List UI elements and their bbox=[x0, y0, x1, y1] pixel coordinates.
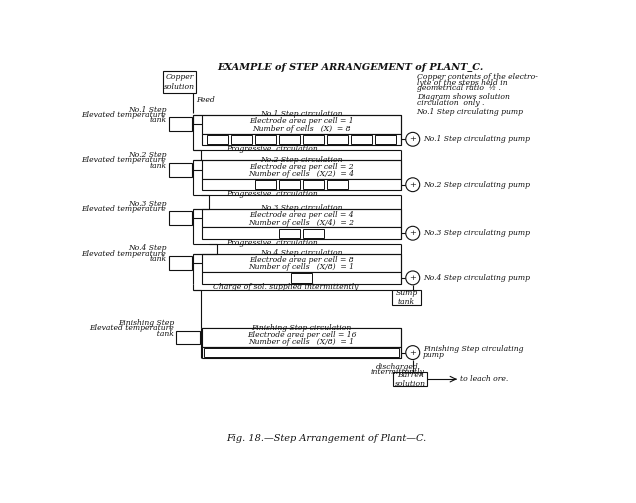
Text: Number of cells   (X/4)  = 2: Number of cells (X/4) = 2 bbox=[249, 219, 354, 227]
Bar bbox=[169, 163, 192, 177]
Text: No.3 Step circulation: No.3 Step circulation bbox=[260, 204, 343, 212]
Text: Number of cells   (X/8)  = 1: Number of cells (X/8) = 1 bbox=[249, 338, 354, 346]
Text: tank: tank bbox=[149, 162, 166, 170]
Text: No.2 Step circulation: No.2 Step circulation bbox=[260, 156, 343, 163]
Text: +: + bbox=[410, 135, 416, 143]
Text: Barren
solution: Barren solution bbox=[395, 371, 426, 388]
Bar bbox=[303, 228, 324, 238]
Bar bbox=[202, 347, 401, 358]
Text: Number of cells   (X)  = 8: Number of cells (X) = 8 bbox=[252, 125, 351, 133]
Text: Elevated temperature: Elevated temperature bbox=[81, 111, 166, 119]
Text: Number of cells   (X/2)  = 4: Number of cells (X/2) = 4 bbox=[249, 171, 354, 179]
Text: No.4 Step circulating pump: No.4 Step circulating pump bbox=[423, 274, 530, 282]
Text: Feed: Feed bbox=[197, 97, 215, 105]
Text: Finishing Step: Finishing Step bbox=[118, 319, 174, 327]
Bar bbox=[254, 135, 277, 144]
Text: No.4 Step: No.4 Step bbox=[128, 244, 166, 252]
Text: Progressive  circulation: Progressive circulation bbox=[226, 145, 317, 153]
Text: Electrode area per cell = 1: Electrode area per cell = 1 bbox=[249, 118, 354, 125]
Text: EXAMPLE of STEP ARRANGEMENT of PLANT_C.: EXAMPLE of STEP ARRANGEMENT of PLANT_C. bbox=[218, 63, 484, 72]
Text: +: + bbox=[410, 181, 416, 189]
Bar bbox=[169, 211, 192, 225]
Bar bbox=[202, 272, 401, 284]
Bar bbox=[202, 133, 401, 145]
Bar bbox=[327, 135, 349, 144]
Bar bbox=[279, 228, 300, 238]
Text: to leach ore.: to leach ore. bbox=[460, 375, 508, 383]
Text: Sump
tank: Sump tank bbox=[396, 289, 418, 306]
Text: Copper
solution: Copper solution bbox=[164, 73, 195, 91]
Bar bbox=[202, 254, 401, 272]
Bar bbox=[202, 209, 401, 227]
Text: tank: tank bbox=[152, 329, 174, 338]
Bar bbox=[202, 227, 401, 239]
Bar bbox=[327, 180, 349, 189]
Text: tank: tank bbox=[149, 116, 166, 124]
Bar bbox=[169, 117, 192, 131]
Text: No.1 Step circulation: No.1 Step circulation bbox=[260, 110, 343, 118]
Text: Diagram shows solution: Diagram shows solution bbox=[417, 94, 509, 101]
Text: No.4 Step circulation: No.4 Step circulation bbox=[260, 249, 343, 257]
Text: No.2 Step: No.2 Step bbox=[128, 151, 166, 159]
Text: intermittently: intermittently bbox=[370, 368, 424, 376]
Bar bbox=[207, 135, 228, 144]
Text: Finishing Step circulation: Finishing Step circulation bbox=[251, 323, 352, 331]
Text: Electrode area per cell = 16: Electrode area per cell = 16 bbox=[247, 331, 356, 339]
Text: circulation  only .: circulation only . bbox=[417, 99, 484, 107]
Text: Electrode area per cell = 2: Electrode area per cell = 2 bbox=[249, 163, 354, 171]
Text: Finishing Step circulating: Finishing Step circulating bbox=[423, 345, 523, 353]
Bar bbox=[375, 135, 396, 144]
Bar bbox=[231, 135, 252, 144]
Circle shape bbox=[406, 132, 420, 146]
Text: No.1 Step circulating pump: No.1 Step circulating pump bbox=[423, 135, 530, 143]
Text: Copper contents of the electro-: Copper contents of the electro- bbox=[417, 73, 537, 81]
Text: +: + bbox=[410, 229, 416, 237]
Text: No.1 Step circulating pump: No.1 Step circulating pump bbox=[417, 108, 523, 116]
Text: Electrode area per cell = 4: Electrode area per cell = 4 bbox=[249, 211, 354, 219]
Text: Elevated temperature: Elevated temperature bbox=[81, 205, 166, 213]
Bar bbox=[202, 328, 401, 347]
Text: No.3 Step circulating pump: No.3 Step circulating pump bbox=[423, 229, 530, 237]
Bar bbox=[392, 290, 421, 305]
Bar bbox=[176, 330, 200, 345]
Text: No.2 Step circulating pump: No.2 Step circulating pump bbox=[423, 181, 530, 189]
Bar bbox=[291, 273, 312, 283]
Text: pump: pump bbox=[423, 351, 445, 359]
Bar bbox=[303, 180, 324, 189]
Bar bbox=[350, 135, 373, 144]
Circle shape bbox=[406, 271, 420, 285]
Circle shape bbox=[406, 226, 420, 240]
Bar bbox=[204, 348, 399, 357]
Bar bbox=[202, 160, 401, 179]
Text: discharged: discharged bbox=[376, 363, 418, 371]
Text: geometrical ratio  ½ .: geometrical ratio ½ . bbox=[417, 84, 501, 92]
Bar bbox=[279, 135, 300, 144]
Text: No.1 Step: No.1 Step bbox=[128, 106, 166, 114]
Text: tank: tank bbox=[149, 255, 166, 263]
Text: Progressive  circulation: Progressive circulation bbox=[226, 239, 317, 247]
Bar bbox=[279, 180, 300, 189]
Bar bbox=[254, 180, 277, 189]
Text: Charge of sol. supplied intermittently: Charge of sol. supplied intermittently bbox=[213, 283, 359, 291]
Text: Number of cells   (X/8)  = 1: Number of cells (X/8) = 1 bbox=[249, 264, 354, 272]
Text: Fig. 18.—Step Arrangement of Plant—C.: Fig. 18.—Step Arrangement of Plant—C. bbox=[226, 434, 426, 443]
Circle shape bbox=[406, 346, 420, 360]
Text: No.3 Step: No.3 Step bbox=[128, 200, 166, 208]
Text: +: + bbox=[410, 274, 416, 282]
Text: Elevated temperature: Elevated temperature bbox=[81, 156, 166, 164]
Bar bbox=[163, 71, 196, 93]
Text: Elevated temperature: Elevated temperature bbox=[81, 249, 166, 258]
Text: lyte of the steps held in: lyte of the steps held in bbox=[417, 78, 508, 87]
Text: Progressive  circulation: Progressive circulation bbox=[226, 190, 317, 198]
Bar bbox=[169, 256, 192, 270]
Bar bbox=[202, 115, 401, 133]
Bar bbox=[394, 372, 427, 386]
Circle shape bbox=[406, 178, 420, 192]
Text: Electrode area per cell = 8: Electrode area per cell = 8 bbox=[249, 256, 354, 264]
Bar bbox=[202, 179, 401, 191]
Bar bbox=[303, 135, 324, 144]
Text: +: + bbox=[410, 349, 416, 357]
Text: Elevated temperature: Elevated temperature bbox=[89, 324, 174, 332]
